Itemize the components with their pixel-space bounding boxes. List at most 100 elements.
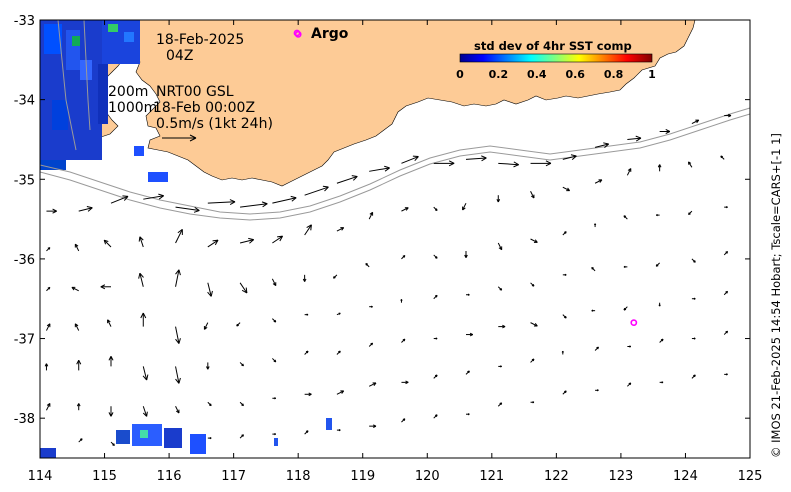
current-vector — [44, 363, 49, 371]
current-vector — [530, 190, 535, 199]
current-vector — [401, 207, 409, 212]
current-vector — [78, 206, 93, 212]
current-vector — [138, 272, 144, 287]
current-vector — [304, 185, 329, 196]
current-vector — [142, 406, 148, 417]
current-vector — [623, 215, 628, 220]
current-vector — [304, 350, 309, 355]
current-vector — [107, 319, 112, 327]
current-vector — [401, 155, 419, 164]
current-vector — [239, 282, 248, 294]
current-vector — [110, 441, 115, 446]
depth-1000-label: 1000m — [108, 100, 157, 116]
current-vector — [103, 239, 112, 248]
current-vector — [595, 389, 599, 392]
current-vector — [433, 337, 438, 340]
y-tick-label: -34 — [14, 94, 35, 109]
current-vector — [239, 237, 255, 244]
colorbar-tick-label: 0.2 — [489, 68, 509, 81]
current-vector — [46, 247, 51, 252]
current-vector — [656, 213, 660, 217]
current-vector — [108, 406, 114, 417]
current-vector — [623, 265, 628, 268]
west-coast-isobath — [57, 20, 91, 151]
current-vector — [304, 392, 312, 397]
current-vector — [110, 195, 129, 204]
product-label: NRT00 GSL — [156, 84, 234, 100]
current-vector — [433, 374, 438, 379]
current-vector — [74, 243, 80, 252]
current-vector — [175, 206, 200, 213]
current-vector — [723, 251, 729, 256]
argo-float-marker — [630, 319, 638, 327]
current-vector — [138, 236, 144, 248]
current-vector — [78, 438, 83, 443]
current-vector — [724, 206, 728, 209]
colorbar-tick-label: 1 — [648, 68, 656, 81]
plot-frame — [39, 19, 751, 459]
current-vector — [433, 160, 455, 167]
current-vector — [623, 306, 628, 311]
current-vector — [369, 305, 373, 308]
current-vector — [271, 278, 277, 287]
current-vector — [207, 282, 213, 297]
current-vector — [593, 223, 597, 228]
current-vector — [562, 314, 567, 319]
current-vector — [433, 294, 438, 300]
current-vector — [272, 318, 277, 323]
current-vector — [239, 362, 244, 367]
current-vector — [723, 290, 729, 296]
current-vector — [498, 365, 502, 368]
current-vector — [401, 338, 406, 343]
x-tick-label: 124 — [673, 469, 698, 484]
current-vector — [594, 346, 599, 351]
current-vector — [175, 366, 181, 384]
current-vector — [333, 274, 338, 279]
current-vector — [627, 382, 632, 387]
current-vector — [368, 211, 374, 220]
current-vector — [236, 322, 241, 327]
current-vector — [724, 373, 728, 376]
current-vector — [723, 330, 729, 335]
current-vector — [433, 414, 438, 419]
current-vector — [207, 401, 212, 407]
current-vector — [272, 358, 277, 363]
colorbar-tick-label: 0.4 — [527, 68, 547, 81]
current-vector — [108, 355, 114, 367]
current-vector — [497, 286, 503, 291]
current-vector — [530, 322, 538, 327]
current-vector — [659, 338, 664, 343]
current-vector — [365, 262, 370, 268]
colorbar-ticks: 0 0.2 0.4 0.6 0.8 1 — [456, 68, 656, 81]
current-vector — [659, 129, 671, 134]
argo-legend-marker — [293, 29, 301, 37]
current-vector — [530, 238, 538, 243]
current-vector — [71, 286, 79, 292]
current-vector — [401, 418, 406, 423]
current-vector — [272, 397, 276, 400]
current-vector — [76, 359, 82, 371]
current-vector — [100, 284, 111, 290]
current-vector — [239, 401, 244, 407]
current-vector — [207, 199, 236, 205]
current-vector — [336, 227, 345, 232]
current-vector — [562, 273, 567, 276]
current-vector — [594, 142, 610, 149]
current-vector — [175, 269, 181, 287]
current-vector — [433, 254, 438, 259]
scale-label: 0.5m/s (1kt 24h) — [156, 116, 273, 132]
vector-time-label: 18-Feb 00:00Z — [153, 100, 255, 116]
colorbar-tick-label: 0.8 — [604, 68, 624, 81]
x-tick-label: 121 — [479, 469, 504, 484]
current-vector — [239, 434, 244, 439]
current-vector — [46, 208, 57, 214]
current-vector — [562, 186, 571, 192]
current-vector — [688, 161, 693, 168]
current-vector — [175, 406, 180, 414]
current-vector — [530, 160, 552, 167]
y-tick-label: -38 — [14, 412, 35, 427]
current-vector — [627, 135, 642, 142]
current-vector — [207, 239, 219, 248]
